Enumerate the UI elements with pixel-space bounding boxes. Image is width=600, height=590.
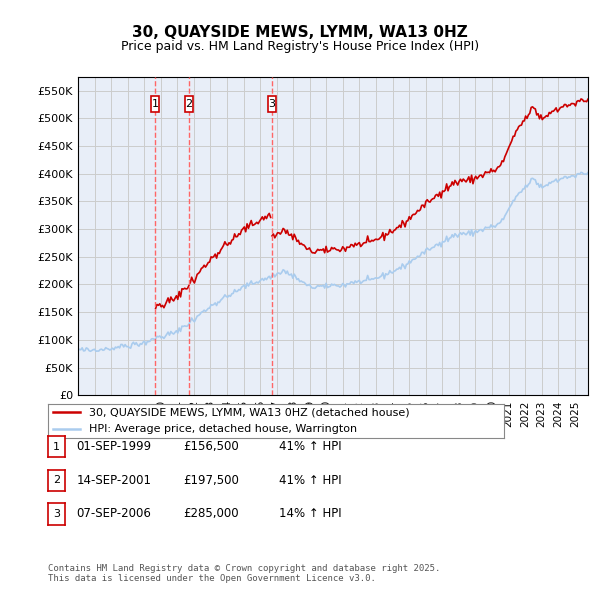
Text: 2: 2 <box>185 99 193 109</box>
Text: 41% ↑ HPI: 41% ↑ HPI <box>279 474 341 487</box>
FancyBboxPatch shape <box>268 96 275 112</box>
Text: 41% ↑ HPI: 41% ↑ HPI <box>279 440 341 453</box>
Text: 1: 1 <box>53 442 60 451</box>
Text: £197,500: £197,500 <box>183 474 239 487</box>
Text: 14% ↑ HPI: 14% ↑ HPI <box>279 507 341 520</box>
Text: 1: 1 <box>152 99 159 109</box>
Text: HPI: Average price, detached house, Warrington: HPI: Average price, detached house, Warr… <box>89 424 357 434</box>
FancyBboxPatch shape <box>185 96 193 112</box>
Text: £285,000: £285,000 <box>183 507 239 520</box>
Text: 14-SEP-2001: 14-SEP-2001 <box>76 474 151 487</box>
Text: Price paid vs. HM Land Registry's House Price Index (HPI): Price paid vs. HM Land Registry's House … <box>121 40 479 53</box>
Text: 2: 2 <box>53 476 60 485</box>
Text: 30, QUAYSIDE MEWS, LYMM, WA13 0HZ (detached house): 30, QUAYSIDE MEWS, LYMM, WA13 0HZ (detac… <box>89 407 410 417</box>
Text: 01-SEP-1999: 01-SEP-1999 <box>76 440 151 453</box>
Text: £156,500: £156,500 <box>183 440 239 453</box>
FancyBboxPatch shape <box>151 96 160 112</box>
Text: Contains HM Land Registry data © Crown copyright and database right 2025.
This d: Contains HM Land Registry data © Crown c… <box>48 563 440 583</box>
Text: 3: 3 <box>53 509 60 519</box>
Text: 30, QUAYSIDE MEWS, LYMM, WA13 0HZ: 30, QUAYSIDE MEWS, LYMM, WA13 0HZ <box>132 25 468 40</box>
Text: 07-SEP-2006: 07-SEP-2006 <box>76 507 151 520</box>
Text: 3: 3 <box>268 99 275 109</box>
